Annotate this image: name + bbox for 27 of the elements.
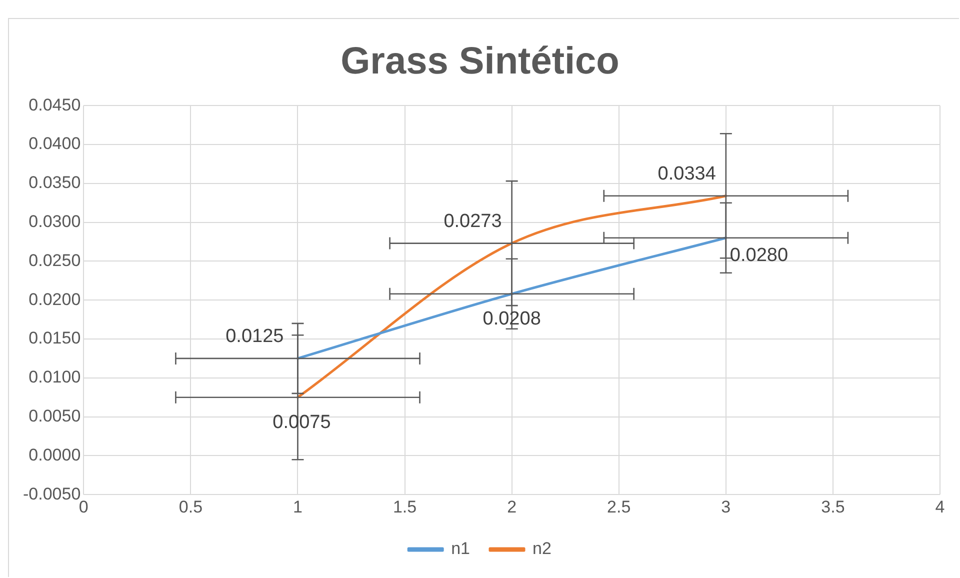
data-label: 0.0125 <box>226 326 284 348</box>
y-tick-label: 0.0250 <box>28 250 81 270</box>
legend-label: n1 <box>451 539 470 558</box>
data-label: 0.0280 <box>730 245 788 266</box>
y-tick-label: 0.0150 <box>28 328 81 348</box>
y-tick-label: 0.0200 <box>28 290 81 309</box>
y-tick-label: 0.0050 <box>28 406 81 426</box>
y-tick-label: 0.0100 <box>28 368 81 387</box>
x-tick-label: 1 <box>293 497 302 516</box>
data-label: 0.0334 <box>658 164 716 185</box>
x-tick-label: 1.5 <box>392 497 417 516</box>
y-tick-label: 0.0350 <box>28 173 81 192</box>
data-label: 0.0273 <box>444 211 502 232</box>
x-tick-label: 0.5 <box>178 497 203 516</box>
y-tick-label: 0.0300 <box>28 212 81 231</box>
x-tick-label: 2.5 <box>607 497 631 516</box>
y-tick-label: 0.0450 <box>28 95 81 114</box>
y-tick-label: -0.0050 <box>22 484 81 504</box>
y-tick-label: 0.0400 <box>28 134 81 154</box>
y-tick-label: 0.0000 <box>28 445 81 464</box>
x-tick-label: 0 <box>78 497 88 516</box>
x-tick-label: 4 <box>935 497 945 516</box>
legend-label: n2 <box>532 539 552 558</box>
x-tick-label: 3.5 <box>821 497 845 516</box>
chart-title: Grass Sintético <box>340 40 620 82</box>
x-tick-label: 2 <box>507 497 517 516</box>
x-tick-label: 3 <box>721 497 731 516</box>
